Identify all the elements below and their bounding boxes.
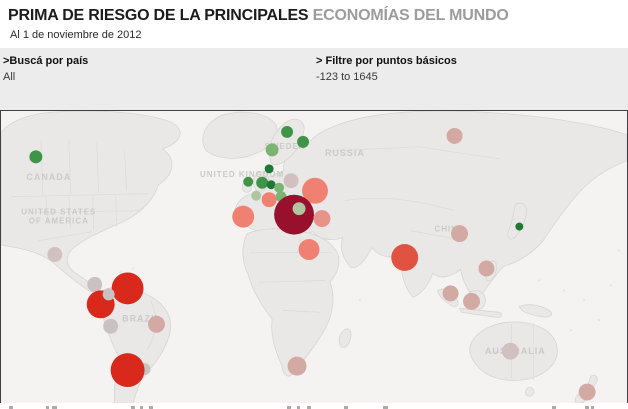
bubble-south-africa[interactable] xyxy=(287,356,307,376)
bubble-czech-republic[interactable] xyxy=(292,202,306,216)
bubble-netherlands[interactable] xyxy=(266,180,276,190)
bubble-spain[interactable] xyxy=(232,205,255,228)
page-title: PRIMA DE RIESGO DE LA PRINCIPALES ECONOM… xyxy=(8,7,628,25)
country-filter: >Buscá por país All xyxy=(3,55,88,84)
bubble-malaysia[interactable] xyxy=(442,285,459,302)
map-label-russia: RUSSIA xyxy=(325,148,365,158)
landmass-madagascar xyxy=(338,328,352,348)
bubble-mexico[interactable] xyxy=(47,247,63,262)
landmass-north-america xyxy=(1,111,181,293)
cutoff-text-mark xyxy=(287,406,291,409)
island-dots xyxy=(119,249,621,332)
cutoff-text-mark xyxy=(383,406,388,409)
landmass-africa xyxy=(242,228,340,377)
bubble-ecuador[interactable] xyxy=(102,288,115,301)
map-label-china: CHINA xyxy=(434,225,464,234)
bubble-argentina[interactable] xyxy=(110,353,145,388)
bubble-finland[interactable] xyxy=(297,135,310,148)
bubble-ukraine[interactable] xyxy=(302,177,328,204)
cutoff-text-mark xyxy=(552,406,556,409)
points-filter: > Filtre por puntos básicos -123 to 1645 xyxy=(316,55,457,84)
cutoff-text-mark xyxy=(585,406,589,409)
landmass-tasmania xyxy=(524,387,535,397)
bubble-turkey[interactable] xyxy=(313,210,331,228)
bubble-italy[interactable] xyxy=(274,194,314,235)
legend-cutoff xyxy=(0,403,628,409)
bubble-panama[interactable] xyxy=(87,276,103,292)
bubble-denmark[interactable] xyxy=(264,164,274,174)
bubble-russia[interactable] xyxy=(446,127,463,144)
bubble-layer xyxy=(29,125,596,401)
cutoff-text-mark xyxy=(149,406,153,409)
cutoff-text-mark xyxy=(46,406,49,409)
map-label-united-kingdom: UNITED KINGDOM xyxy=(200,170,284,179)
landmass-greenland xyxy=(202,111,278,159)
page-subtitle: Al 1 de noviembre de 2012 xyxy=(10,29,142,41)
continents xyxy=(1,111,627,403)
bubble-france[interactable] xyxy=(261,192,277,208)
country-filter-value[interactable]: All xyxy=(3,71,16,83)
bubble-philippines[interactable] xyxy=(478,260,495,277)
bubble-india[interactable] xyxy=(391,244,419,271)
cutoff-text-mark xyxy=(297,406,300,409)
bubble-norway[interactable] xyxy=(281,125,294,138)
page-title-primary: PRIMA DE RIESGO DE LA PRINCIPALES xyxy=(8,7,309,24)
cutoff-text-mark xyxy=(591,406,594,409)
map-label-brazil: BRAZIL xyxy=(122,313,161,323)
landmass-japan xyxy=(507,202,527,240)
landmass-java xyxy=(458,307,502,318)
points-filter-label: > Filtre por puntos básicos xyxy=(316,55,457,67)
cutoff-text-mark xyxy=(9,406,13,409)
cutoff-text-mark xyxy=(52,406,57,409)
landmass-scandinavia xyxy=(268,118,305,165)
map-label-of-america: OF AMERICA xyxy=(29,217,89,226)
bubble-venezuela[interactable] xyxy=(111,272,144,305)
bubble-ireland[interactable] xyxy=(243,176,254,187)
bubble-china[interactable] xyxy=(451,225,469,243)
cutoff-text-mark xyxy=(344,406,348,409)
map-label-canada: CANADA xyxy=(26,172,71,182)
cutoff-text-mark xyxy=(131,406,135,409)
map-label-united-states: UNITED STATES xyxy=(21,208,96,217)
bubble-australia[interactable] xyxy=(501,342,519,360)
page-title-secondary: ECONOMÍAS DEL MUNDO xyxy=(312,7,509,24)
bubble-germany[interactable] xyxy=(274,182,285,193)
bubble-switzerland[interactable] xyxy=(251,190,262,201)
bubble-canada[interactable] xyxy=(29,150,43,164)
bubble-new-zealand[interactable] xyxy=(578,383,596,401)
bubble-poland[interactable] xyxy=(283,173,299,189)
filter-bar: >Buscá por país All > Filtre por puntos … xyxy=(0,48,628,110)
bubble-egypt[interactable] xyxy=(298,239,320,260)
cutoff-text-mark xyxy=(307,406,311,409)
cutoff-text-mark xyxy=(140,406,143,409)
header: PRIMA DE RIESGO DE LA PRINCIPALES ECONOM… xyxy=(0,0,628,48)
bubble-indonesia[interactable] xyxy=(463,292,480,310)
world-map[interactable]: CANADA UNITED STATES OF AMERICA UNITED KING… xyxy=(0,110,628,403)
country-filter-label: >Buscá por país xyxy=(3,55,89,67)
bubble-sweden[interactable] xyxy=(265,143,279,157)
points-filter-value[interactable]: -123 to 1645 xyxy=(316,71,378,83)
landmass-new-guinea xyxy=(518,304,553,318)
bubble-brazil[interactable] xyxy=(148,315,165,333)
bubble-united-kingdom[interactable] xyxy=(256,176,269,189)
bubble-peru[interactable] xyxy=(103,318,119,334)
landmass-eurasia xyxy=(234,111,627,304)
bubble-japan[interactable] xyxy=(515,222,524,231)
map-label-sweden: SWEDEN xyxy=(265,142,306,151)
